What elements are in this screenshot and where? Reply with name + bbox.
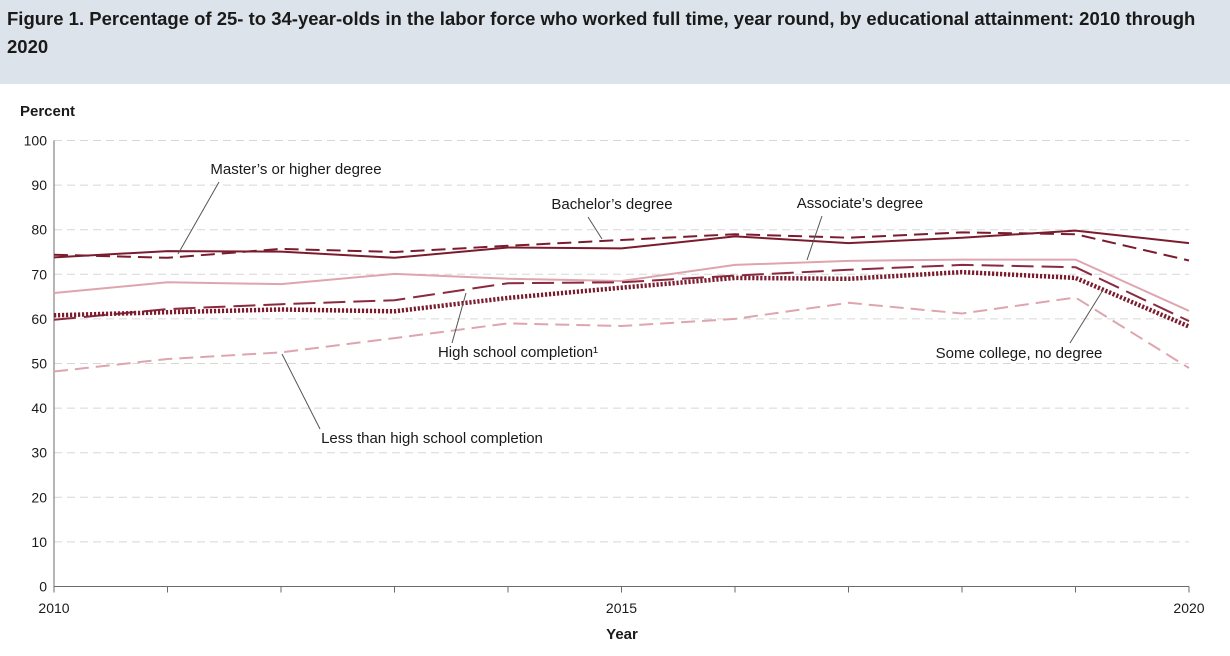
y-tick-label: 70 bbox=[31, 266, 47, 282]
x-tick-label: 2020 bbox=[1173, 600, 1204, 616]
x-tick-label: 2015 bbox=[606, 600, 637, 616]
x-axis-title: Year bbox=[606, 626, 638, 643]
label-leader-line bbox=[587, 216, 603, 240]
label-leader-line bbox=[451, 292, 467, 344]
series-label: Less than high school completion bbox=[321, 430, 543, 447]
y-tick-label: 30 bbox=[31, 445, 47, 461]
x-tick-label: 2010 bbox=[38, 600, 69, 616]
y-tick-labels: 0 10 20 30 40 50 60 70 80 90 100 bbox=[24, 133, 48, 595]
series-lines bbox=[53, 229, 1190, 373]
series-line bbox=[53, 231, 1190, 262]
series-label: Bachelor’s degree bbox=[551, 196, 672, 213]
label-leader-line bbox=[177, 181, 220, 255]
series-line bbox=[53, 296, 1190, 373]
series-line bbox=[53, 269, 1190, 329]
label-leader-line bbox=[806, 215, 823, 261]
x-tick-labels: 2010 2015 2020 bbox=[38, 600, 1204, 616]
y-tick-label: 20 bbox=[31, 489, 47, 505]
y-tick-label: 10 bbox=[31, 534, 47, 550]
series-label: Master’s or higher degree bbox=[210, 161, 381, 178]
label-leader-lines bbox=[177, 181, 1104, 430]
label-leader-line bbox=[281, 353, 321, 430]
series-label: Associate’s degree bbox=[797, 195, 923, 212]
y-tick-label: 0 bbox=[39, 579, 47, 595]
y-tick-label: 90 bbox=[31, 177, 47, 193]
chart-title: Figure 1. Percentage of 25- to 34-year-o… bbox=[7, 8, 1196, 57]
label-leader-line bbox=[1069, 289, 1104, 344]
y-tick-label: 50 bbox=[31, 356, 47, 372]
series-line bbox=[53, 263, 1190, 323]
x-axis-ticks bbox=[53, 586, 1190, 593]
y-tick-label: 40 bbox=[31, 400, 47, 416]
series-labels: Master’s or higher degree Bachelor’s degr… bbox=[210, 161, 1102, 447]
y-tick-label: 100 bbox=[24, 133, 48, 149]
series-label: High school completion¹ bbox=[438, 344, 598, 361]
y-tick-label: 80 bbox=[31, 222, 47, 238]
series-label: Some college, no degree bbox=[936, 345, 1103, 362]
series-line bbox=[53, 258, 1190, 312]
y-axis-title: Percent bbox=[20, 103, 75, 120]
y-tick-label: 60 bbox=[31, 311, 47, 327]
series-line bbox=[53, 229, 1190, 259]
figure-header: Figure 1. Percentage of 25- to 34-year-o… bbox=[0, 0, 1230, 84]
gridlines bbox=[54, 140, 1189, 543]
